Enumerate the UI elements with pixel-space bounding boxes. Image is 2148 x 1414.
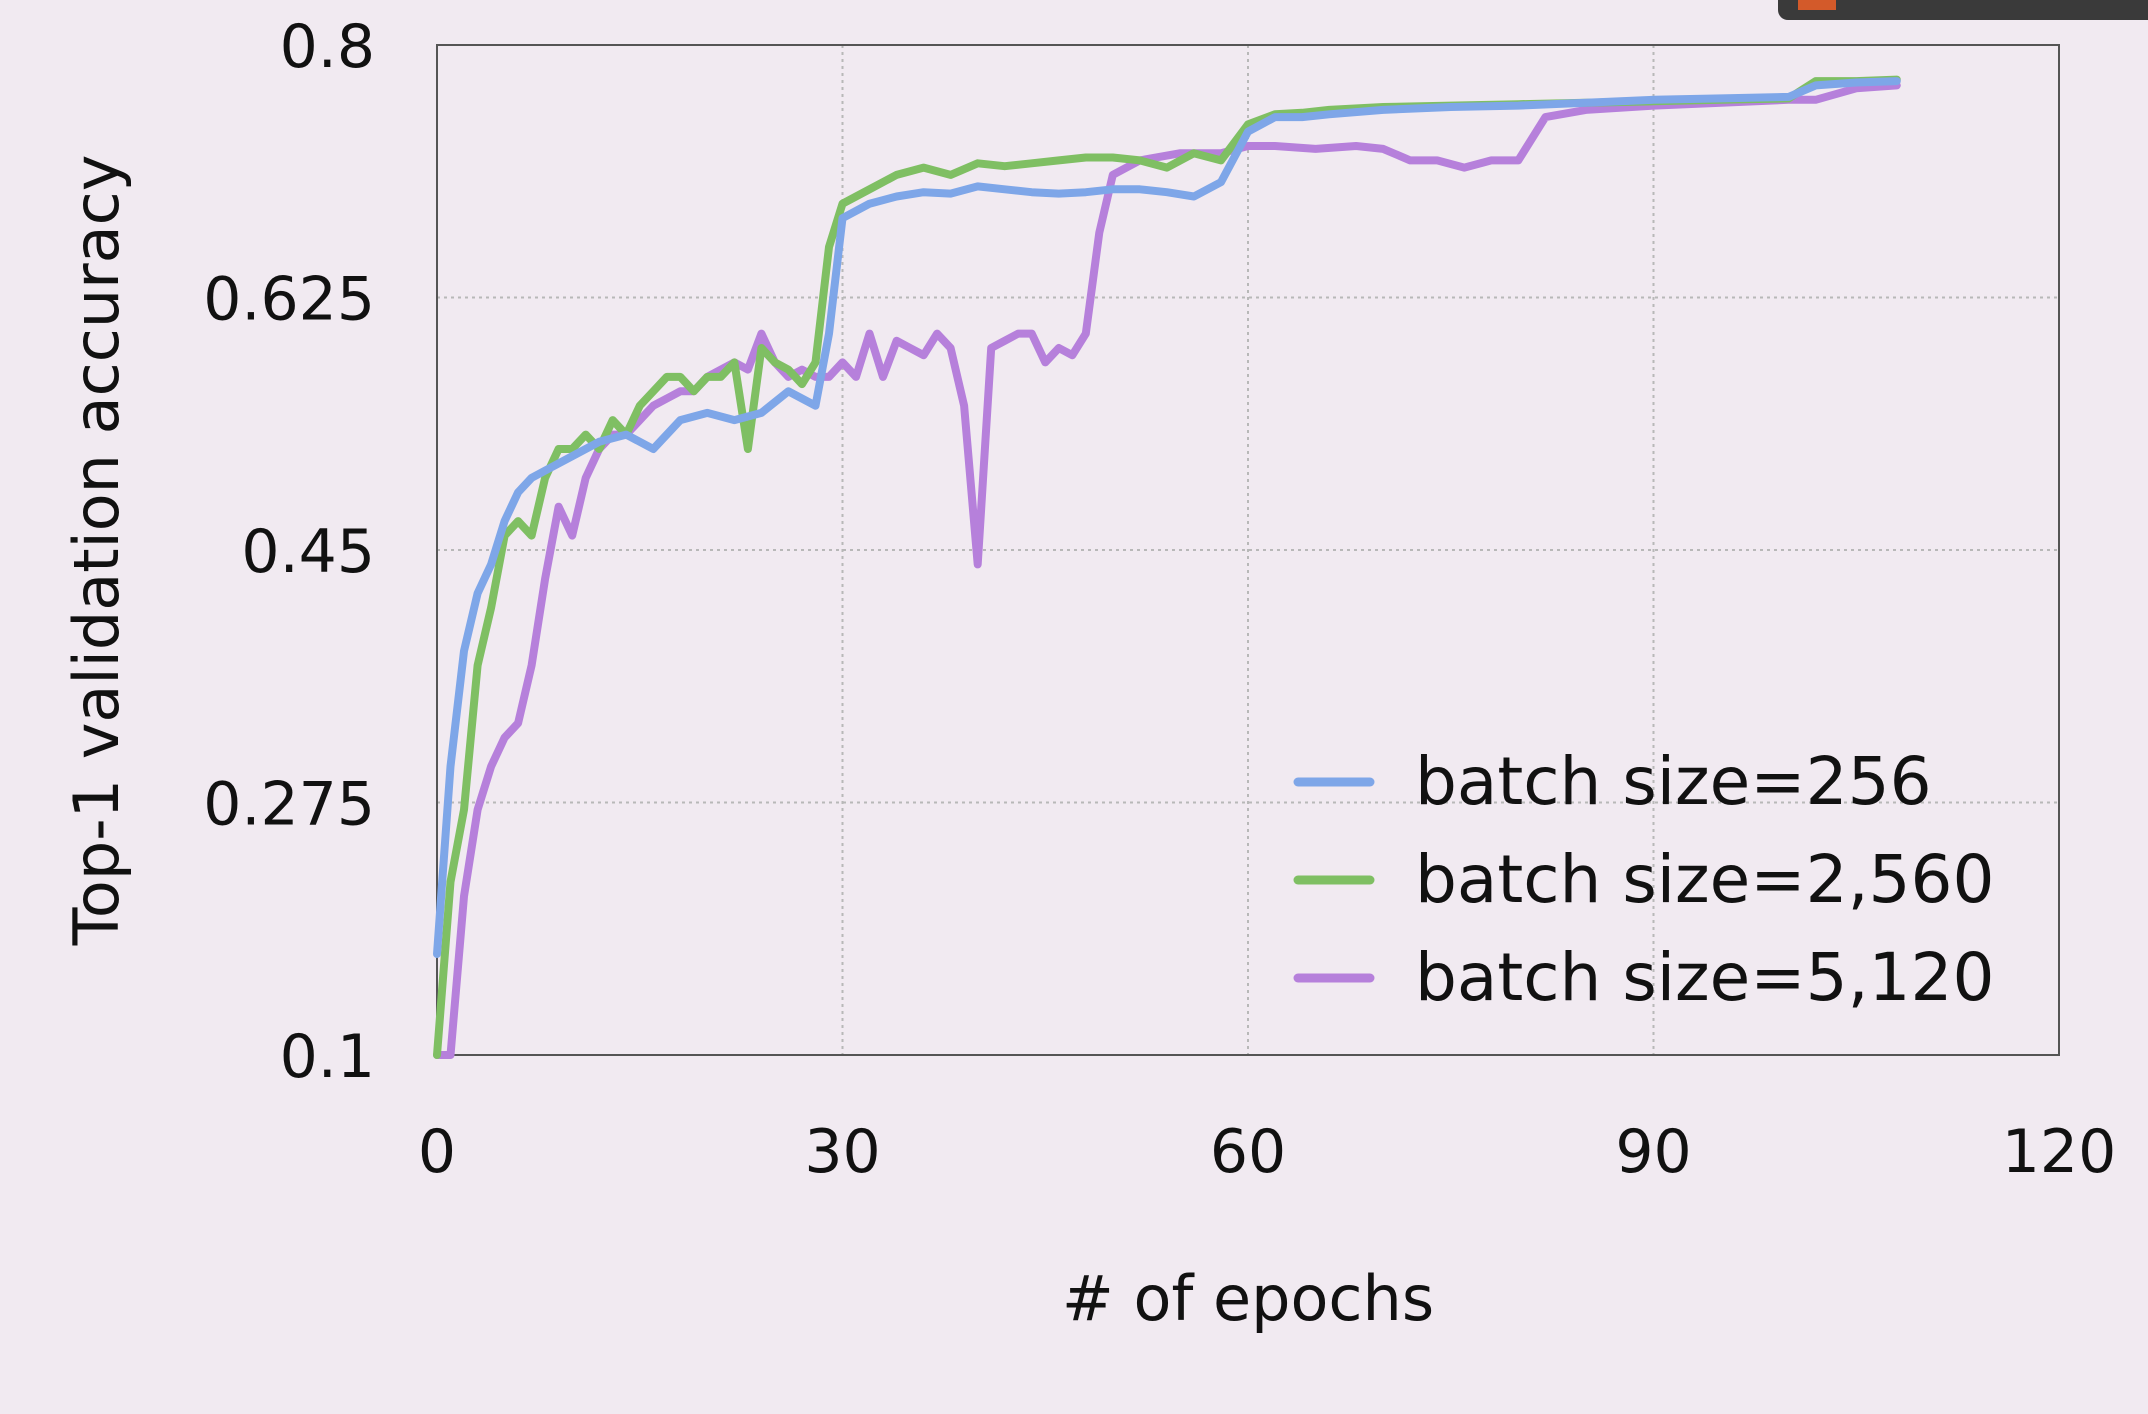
y-tick-label: 0.275 [203, 770, 375, 840]
y-tick-label: 0.45 [241, 517, 375, 587]
legend-label: batch size=256 [1415, 743, 1932, 820]
y-axis-title: Top-1 validation accuracy [60, 155, 133, 947]
series-line-0 [433, 77, 1901, 958]
y-tick-label: 0.625 [203, 265, 375, 335]
plot-area-frame [436, 44, 2060, 1056]
legend: batch size=256 batch size=2,560 batch size… [1293, 743, 1995, 1016]
series-lines [433, 75, 1901, 1059]
x-tick-label: 60 [1210, 1117, 1286, 1187]
tick-labels: 0 30 60 90 120 0.1 0.275 0.45 0.625 0.8 [203, 12, 2116, 1187]
x-tick-label: 30 [804, 1117, 880, 1187]
x-axis-title: # of epochs [1062, 1262, 1434, 1335]
legend-label: batch size=5,120 [1415, 939, 1995, 1016]
x-tick-label: 120 [2002, 1117, 2117, 1187]
x-tick-label: 0 [418, 1117, 456, 1187]
y-tick-label: 0.1 [280, 1022, 375, 1092]
y-tick-label: 0.8 [280, 12, 375, 82]
window-control-widget [1778, 0, 2148, 20]
series-line-2 [433, 81, 1901, 1059]
x-tick-label: 90 [1615, 1117, 1691, 1187]
record-indicator-icon [1798, 0, 1836, 10]
legend-label: batch size=2,560 [1415, 841, 1995, 918]
